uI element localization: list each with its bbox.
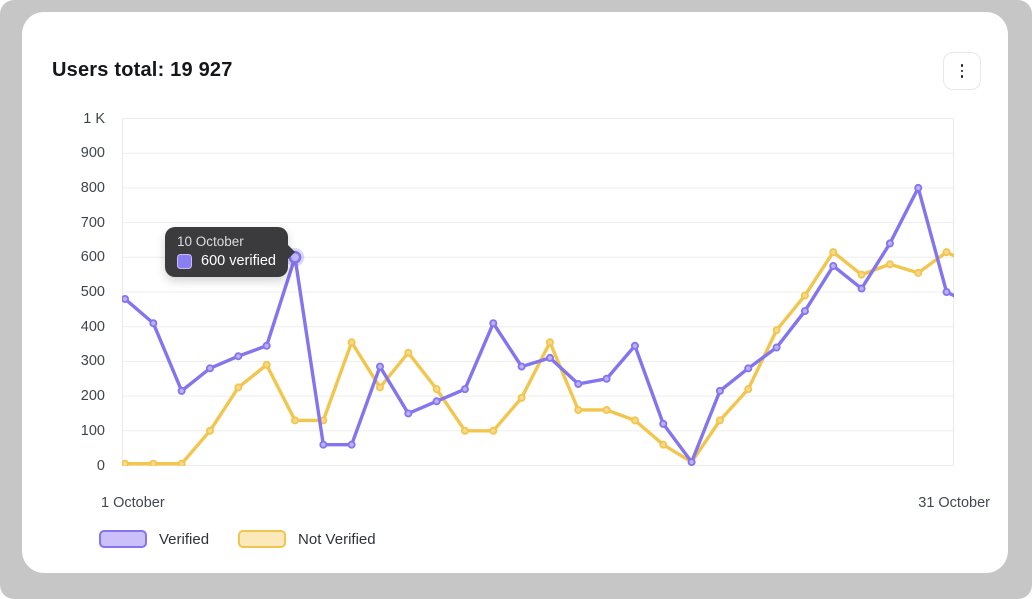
data-point-verified[interactable]	[460, 385, 469, 394]
data-point-verified[interactable]	[347, 440, 356, 449]
y-axis-tick-label: 200	[80, 388, 105, 405]
y-axis-tick-label: 500	[80, 284, 105, 300]
data-point-not-verified[interactable]	[829, 248, 838, 257]
data-point-not-verified[interactable]	[404, 348, 413, 357]
data-point-verified[interactable]	[517, 362, 526, 371]
data-point-verified[interactable]	[489, 319, 498, 328]
data-point-not-verified[interactable]	[432, 385, 441, 394]
data-point-not-verified[interactable]	[122, 459, 129, 466]
tooltip-arrow	[286, 244, 295, 260]
data-point-not-verified[interactable]	[290, 416, 299, 425]
data-point-verified[interactable]	[234, 352, 243, 361]
y-axis-tick-label: 700	[80, 214, 105, 231]
data-point-not-verified[interactable]	[234, 383, 243, 392]
tooltip-date: 10 October	[177, 234, 244, 249]
data-point-not-verified[interactable]	[460, 426, 469, 435]
y-axis-tick-label: 900	[80, 145, 105, 162]
data-point-not-verified[interactable]	[574, 405, 583, 414]
not-verified-legend-label: Not Verified	[298, 530, 376, 548]
x-axis-end-label: 31 October	[918, 495, 990, 511]
tooltip-series-swatch	[177, 253, 192, 269]
data-point-verified[interactable]	[715, 386, 724, 395]
data-point-not-verified[interactable]	[262, 360, 271, 369]
data-point-not-verified[interactable]	[545, 338, 554, 347]
data-point-verified[interactable]	[772, 343, 781, 352]
x-axis-start-label: 1 October	[101, 495, 165, 511]
legend-item-not-verified[interactable]: Not Verified	[238, 530, 376, 548]
data-point-verified[interactable]	[942, 287, 951, 296]
tooltip-value: 600 verified	[201, 253, 276, 269]
data-point-verified[interactable]	[602, 374, 611, 383]
data-point-not-verified[interactable]	[375, 383, 384, 392]
card-menu-button[interactable]	[943, 52, 981, 90]
data-point-verified[interactable]	[262, 341, 271, 350]
data-point-verified[interactable]	[177, 386, 186, 395]
tooltip-value-row: 600 verified	[177, 253, 276, 269]
data-point-not-verified[interactable]	[800, 291, 809, 300]
data-point-not-verified[interactable]	[885, 260, 894, 269]
data-point-not-verified[interactable]	[857, 270, 866, 279]
series-line-not-verified	[123, 250, 954, 466]
y-axis-tick-label: 100	[80, 422, 105, 439]
data-point-verified[interactable]	[885, 239, 894, 248]
data-point-verified[interactable]	[574, 379, 583, 388]
verified-legend-label: Verified	[159, 530, 210, 548]
data-point-not-verified[interactable]	[630, 416, 639, 425]
data-point-verified[interactable]	[829, 261, 838, 270]
data-point-verified[interactable]	[687, 458, 696, 466]
data-point-not-verified[interactable]	[347, 338, 356, 347]
y-axis-tick-label: 1 K	[83, 110, 105, 127]
data-point-not-verified[interactable]	[914, 268, 923, 277]
users-chart-card: Users total: 19 927 1 K 900 800 700 600 500 40…	[22, 12, 1008, 573]
not-verified-legend-swatch	[238, 530, 287, 548]
data-point-verified[interactable]	[149, 319, 158, 328]
data-point-verified[interactable]	[744, 364, 753, 373]
y-axis-tick-label: 0	[96, 457, 105, 474]
y-axis-tick-label: 300	[80, 353, 105, 370]
kebab-menu-icon	[960, 64, 964, 68]
data-point-not-verified[interactable]	[715, 416, 724, 425]
y-axis-tick-label: 400	[80, 318, 105, 335]
data-point-verified[interactable]	[630, 341, 639, 350]
data-point-verified[interactable]	[659, 419, 668, 428]
data-point-verified[interactable]	[375, 362, 384, 371]
data-point-not-verified[interactable]	[772, 326, 781, 335]
data-point-verified[interactable]	[404, 409, 413, 418]
data-point-verified[interactable]	[432, 397, 441, 406]
chart-legend: Verified Not Verified	[99, 530, 376, 548]
y-axis-tick-label: 800	[80, 179, 105, 196]
chart-tooltip: 10 October 600 verified	[165, 227, 295, 277]
data-point-verified[interactable]	[122, 294, 129, 303]
data-point-verified[interactable]	[857, 284, 866, 293]
data-point-not-verified[interactable]	[517, 393, 526, 402]
data-point-not-verified[interactable]	[149, 459, 158, 466]
y-axis-tick-label: 600	[80, 249, 105, 266]
data-point-not-verified[interactable]	[602, 405, 611, 414]
page-title: Users total: 19 927	[52, 59, 233, 81]
data-point-verified[interactable]	[800, 307, 809, 316]
data-point-verified[interactable]	[545, 353, 554, 362]
data-point-verified[interactable]	[205, 364, 214, 373]
data-point-not-verified[interactable]	[177, 459, 186, 466]
data-point-not-verified[interactable]	[942, 248, 951, 257]
data-point-verified[interactable]	[319, 440, 328, 449]
data-point-verified[interactable]	[914, 183, 923, 192]
data-point-not-verified[interactable]	[659, 440, 668, 449]
line-chart-plot-area[interactable]	[122, 118, 954, 466]
data-point-not-verified[interactable]	[744, 385, 753, 394]
verified-legend-swatch	[99, 530, 147, 548]
data-point-not-verified[interactable]	[205, 426, 214, 435]
legend-item-verified[interactable]: Verified	[99, 530, 209, 548]
data-point-not-verified[interactable]	[489, 426, 498, 435]
